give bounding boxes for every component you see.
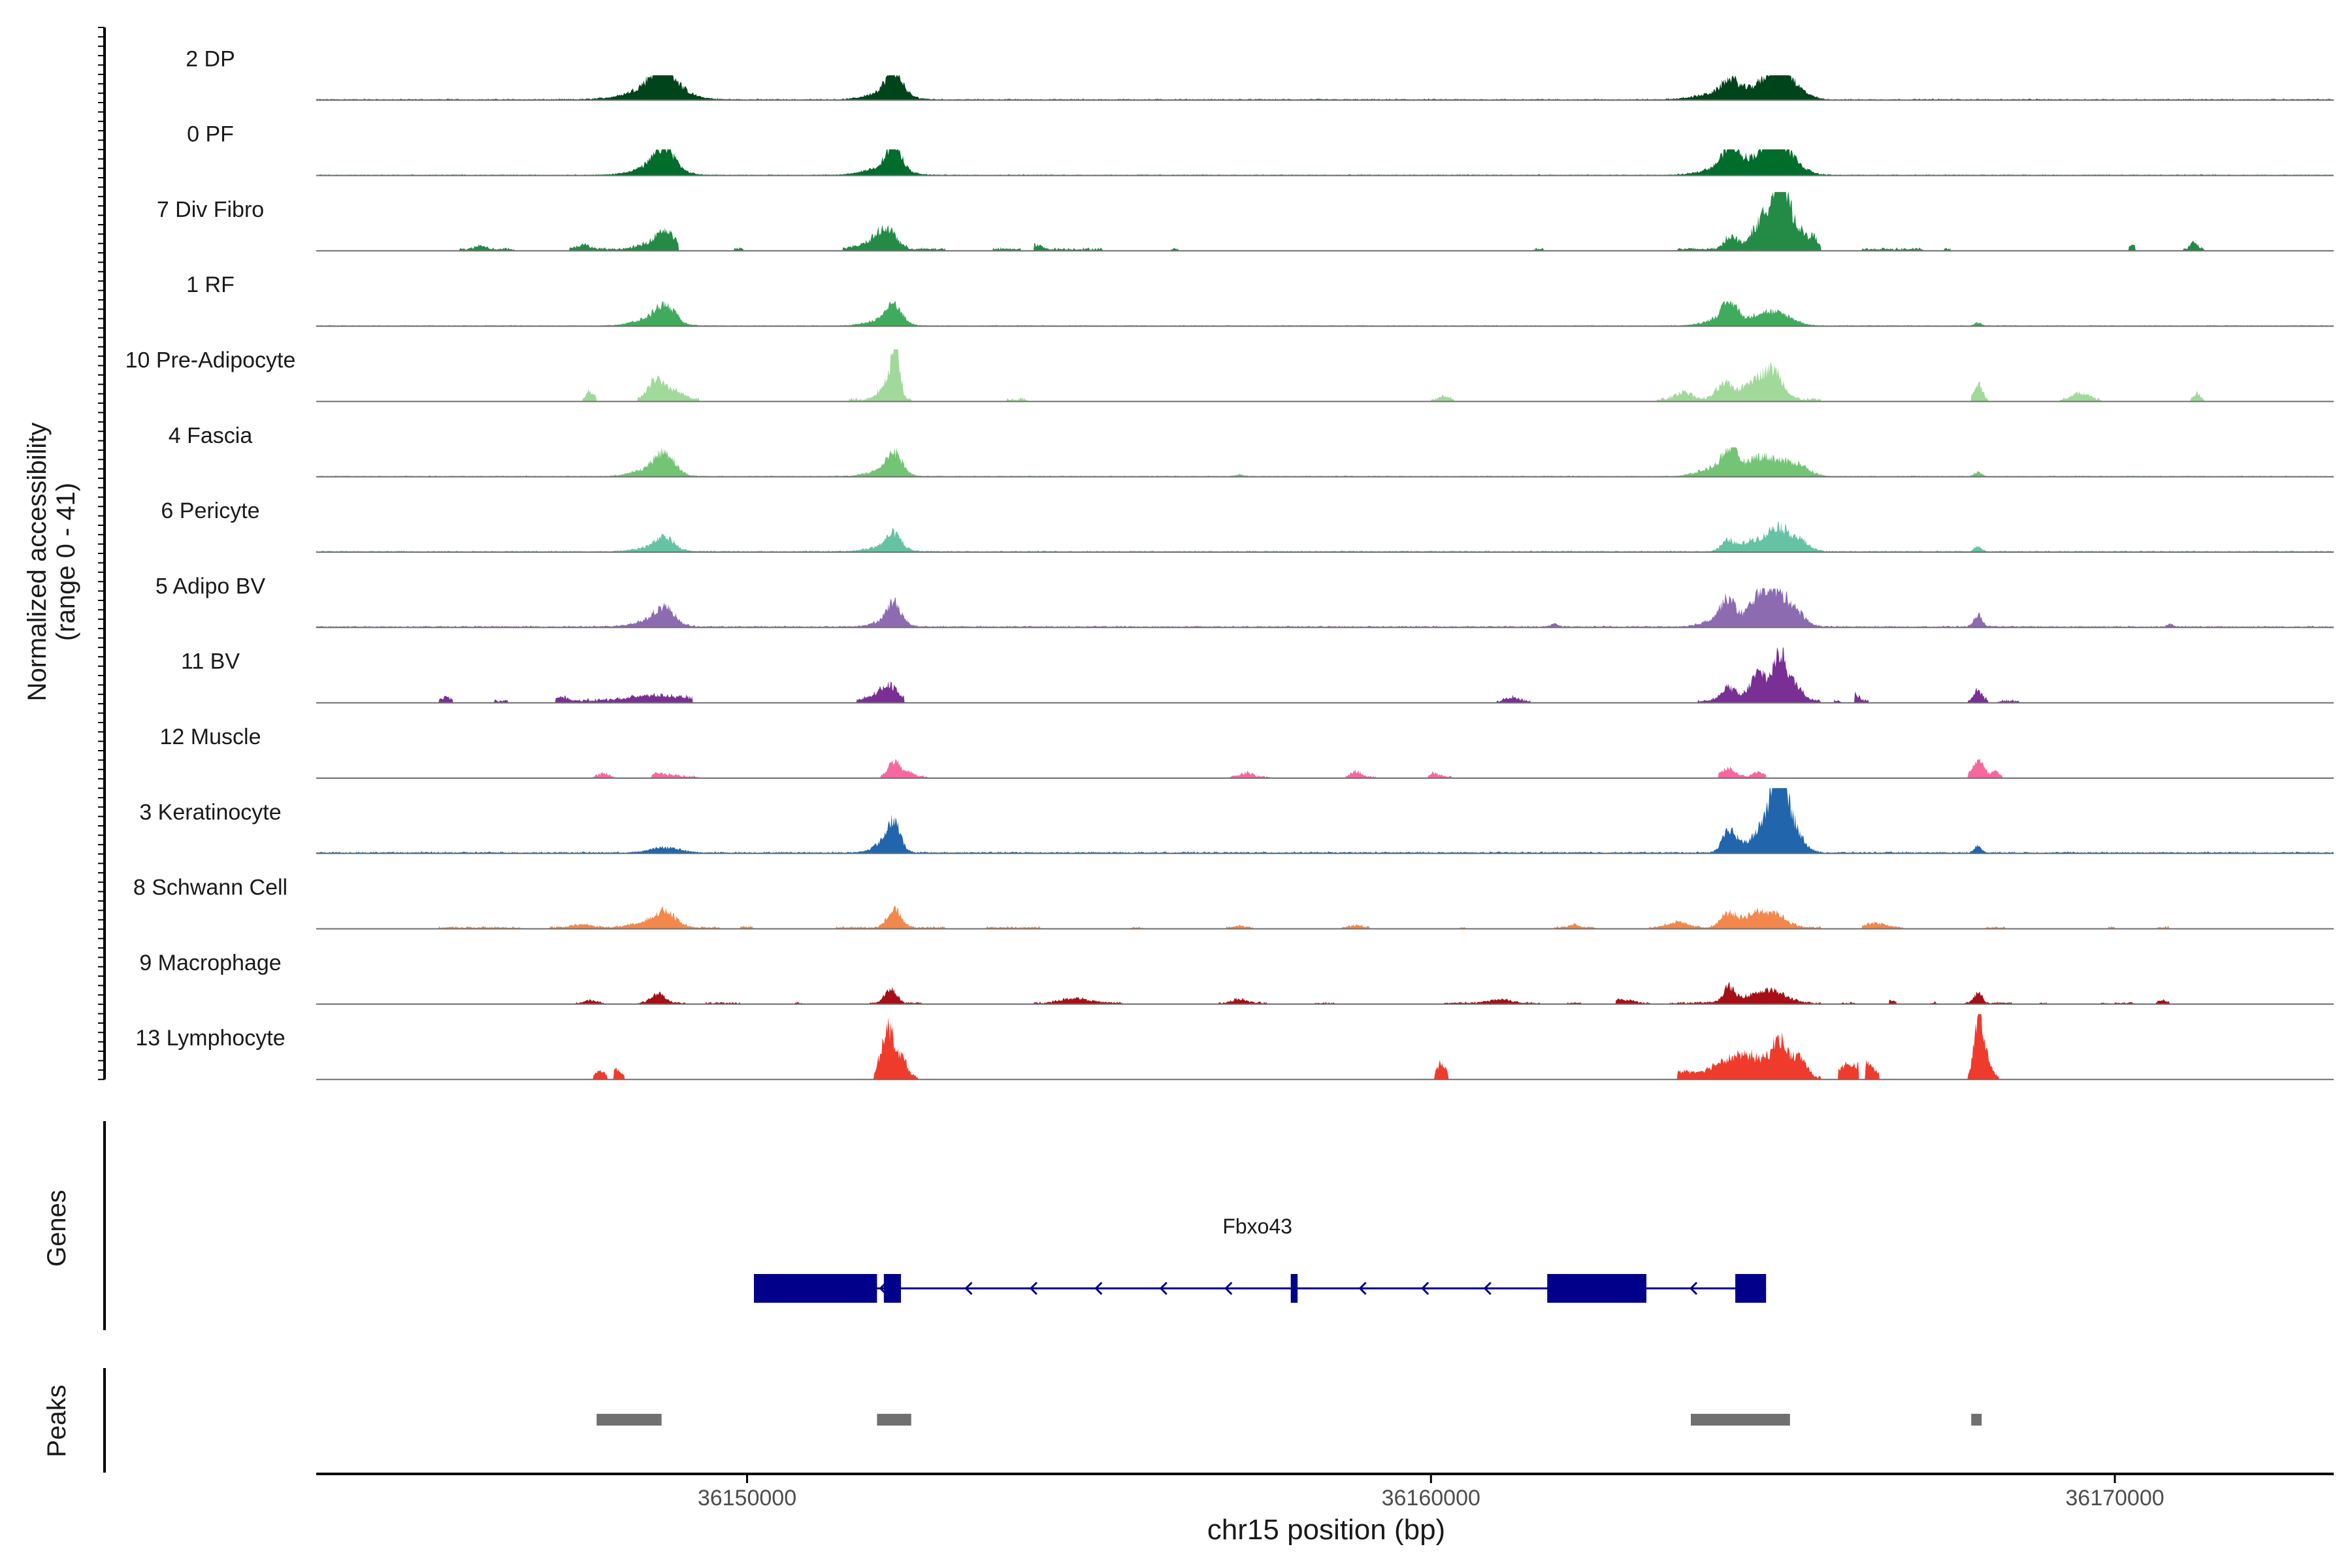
- track-12: 8 Schwann Cell: [133, 875, 2334, 930]
- coverage-area: [316, 1014, 2334, 1080]
- track-label: 6 Pericyte: [161, 498, 259, 523]
- track-label: 11 BV: [181, 649, 240, 674]
- coverage-tracks: 2 DP 0 PF 7 Div Fibro 1 RF 10 Pre-Adipocyte 4…: [125, 46, 2334, 1081]
- track-1: 2 DP: [186, 46, 2334, 101]
- track-11: 3 Keratinocyte: [139, 788, 2334, 855]
- gene-track: Fbxo43: [103, 1121, 1767, 1330]
- gene-exon: [883, 1274, 901, 1303]
- track-2: 0 PF: [187, 122, 2334, 176]
- strand-arrow-icon: [1094, 1281, 1103, 1296]
- gene-exon: [1547, 1274, 1646, 1303]
- x-axis: 36150000 36160000 36170000: [316, 1473, 2334, 1511]
- track-label: 8 Schwann Cell: [133, 875, 287, 900]
- track-label: 5 Adipo BV: [155, 574, 266, 598]
- coverage-area: [316, 191, 2334, 251]
- track-5: 10 Pre-Adipocyte: [125, 348, 2334, 402]
- y-axis-title: Normalized accessibility: [23, 423, 52, 702]
- peaks-panel-label: Peaks: [42, 1384, 71, 1457]
- strand-arrow-icon: [1689, 1281, 1698, 1296]
- track-label: 12 Muscle: [160, 725, 261, 749]
- track-9: 11 BV: [181, 647, 2334, 704]
- track-label: 0 PF: [187, 122, 234, 147]
- coverage-area: [316, 301, 2334, 327]
- strand-arrow-icon: [1358, 1281, 1367, 1296]
- coverage-area: [316, 75, 2334, 101]
- y-axis-subtitle: (range 0 - 41): [52, 483, 80, 641]
- coverage-area: [316, 758, 2334, 778]
- y-axis: [98, 27, 106, 1081]
- track-label: 1 RF: [186, 272, 235, 297]
- genes-panel-label: Genes: [42, 1190, 71, 1267]
- track-3: 7 Div Fibro: [157, 191, 2334, 252]
- gene-exon: [753, 1274, 877, 1303]
- track-6: 4 Fascia: [169, 423, 2334, 478]
- track-label: 4 Fascia: [169, 423, 253, 448]
- coverage-area: [316, 981, 2334, 1004]
- coverage-area: [316, 647, 2334, 703]
- track-label: 3 Keratinocyte: [139, 800, 281, 825]
- coverage-area: [316, 588, 2334, 628]
- gene-exon: [1290, 1274, 1298, 1303]
- track-label: 10 Pre-Adipocyte: [125, 348, 296, 373]
- peak-region: [596, 1414, 662, 1426]
- peak-region: [877, 1414, 911, 1426]
- coverage-area: [316, 788, 2334, 854]
- track-13: 9 Macrophage: [139, 951, 2334, 1005]
- track-label: 2 DP: [186, 46, 235, 71]
- coverage-area: [316, 447, 2334, 477]
- x-tick-label: 36160000: [1382, 1486, 1480, 1511]
- track-8: 5 Adipo BV: [155, 574, 2334, 629]
- track-10: 12 Muscle: [160, 725, 2334, 779]
- strand-arrow-icon: [1159, 1281, 1168, 1296]
- x-axis-title: chr15 position (bp): [1207, 1514, 1445, 1546]
- x-tick-label: 36150000: [698, 1486, 796, 1511]
- strand-arrow-icon: [1029, 1281, 1037, 1296]
- peak-region: [1971, 1414, 1982, 1426]
- track-label: 9 Macrophage: [139, 951, 281, 975]
- strand-arrow-icon: [1224, 1281, 1233, 1296]
- x-tick-label: 36170000: [2065, 1486, 2164, 1511]
- coverage-area: [316, 149, 2334, 176]
- strand-arrow-icon: [1483, 1281, 1492, 1296]
- track-label: 7 Div Fibro: [157, 197, 264, 222]
- peak-region: [1691, 1414, 1790, 1426]
- gene-name: Fbxo43: [1222, 1215, 1292, 1238]
- strand-arrow-icon: [1421, 1281, 1429, 1296]
- coverage-area: [316, 905, 2334, 929]
- coverage-area: [316, 521, 2334, 553]
- track-4: 1 RF: [186, 272, 2334, 327]
- track-14: 13 Lymphocyte: [135, 1014, 2334, 1081]
- track-label: 13 Lymphocyte: [135, 1026, 285, 1051]
- gene-exon: [1735, 1274, 1767, 1303]
- coverage-area: [316, 349, 2334, 402]
- track-7: 6 Pericyte: [161, 498, 2334, 553]
- strand-arrow-icon: [964, 1281, 973, 1296]
- peaks-track: [103, 1368, 1982, 1473]
